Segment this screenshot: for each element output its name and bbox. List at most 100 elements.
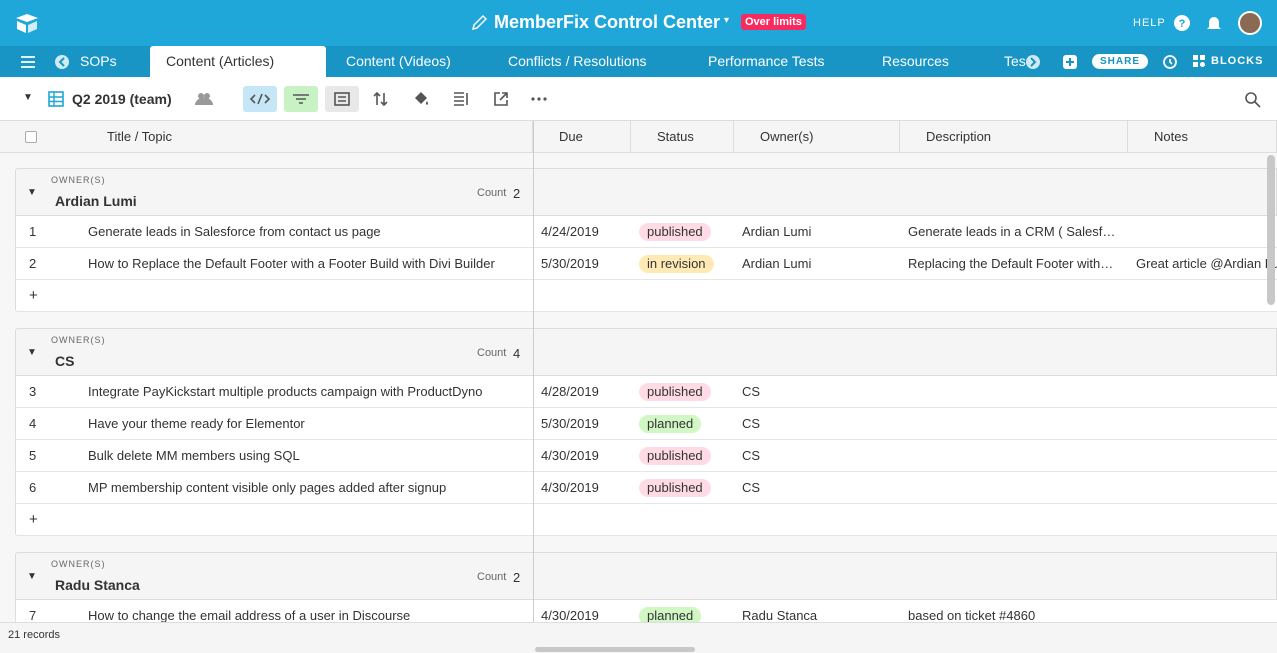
cell: 4/30/2019 — [533, 600, 631, 622]
group-field: OWNER(S) — [51, 559, 106, 569]
cell — [900, 408, 1128, 440]
frozen-divider — [533, 121, 534, 653]
cell: 5/30/2019 — [533, 248, 631, 280]
cell: MP membership content visible only pages… — [80, 472, 533, 504]
blocks[interactable]: BLOCKS — [1211, 55, 1264, 67]
cell — [1128, 472, 1277, 504]
svg-text:?: ? — [1179, 18, 1186, 30]
row-number: 6 — [15, 472, 80, 504]
cell: Have your theme ready for Elementor — [80, 408, 533, 440]
cell: in revision — [631, 248, 734, 280]
record-count: 21 records — [8, 629, 60, 641]
cell — [1128, 440, 1277, 472]
add-row[interactable]: + — [15, 504, 1277, 536]
group-field: OWNER(S) — [51, 335, 106, 345]
color[interactable] — [412, 90, 430, 108]
column-header[interactable]: Due — [533, 121, 631, 153]
group-count: 2 — [513, 570, 521, 585]
column-header[interactable]: Status — [631, 121, 734, 153]
group[interactable] — [325, 86, 359, 112]
cell: Generate leads in Salesforce from contac… — [80, 216, 533, 248]
cell: How to change the email address of a use… — [80, 600, 533, 622]
logo — [16, 14, 38, 33]
notifications[interactable] — [1205, 14, 1223, 32]
over-limits-badge[interactable]: Over limits — [741, 14, 806, 30]
table-tab[interactable]: Tes — [1004, 53, 1026, 69]
column-headers: Title / Topic Due Status Owner(s) Descriptio… — [0, 121, 1277, 153]
help-icon[interactable]: ? — [1173, 14, 1191, 32]
cell: based on ticket #4860 — [900, 600, 1128, 622]
cell — [900, 440, 1128, 472]
status-pill: published — [639, 479, 711, 497]
column-header[interactable]: Owner(s) — [734, 121, 900, 153]
help[interactable]: HELP — [1133, 17, 1166, 29]
cell: 4/30/2019 — [533, 440, 631, 472]
cell: 4/30/2019 — [533, 472, 631, 504]
table-tab[interactable]: Performance Tests — [708, 53, 825, 69]
search[interactable] — [1244, 91, 1262, 109]
hide-fields[interactable] — [243, 86, 277, 112]
status-pill: published — [639, 383, 711, 401]
scroll-right[interactable] — [1025, 54, 1041, 70]
table-tab[interactable]: SOPs — [80, 53, 117, 69]
filter[interactable] — [284, 86, 318, 112]
cell: planned — [631, 600, 734, 622]
view-name[interactable]: Q2 2019 (team) — [72, 91, 172, 107]
base-title[interactable]: MemberFix Control Center — [494, 12, 721, 32]
collapse-toggle: ▼ — [27, 571, 37, 582]
sort[interactable] — [372, 90, 390, 108]
cell: 5/30/2019 — [533, 408, 631, 440]
grid: OWNER(S) Ardian Lumi Count 2 ▼ 1 Generate lead… — [0, 153, 1277, 622]
column-title: Notes — [1154, 129, 1188, 144]
v-scrollbar[interactable] — [1267, 155, 1275, 305]
column-header[interactable]: Description — [900, 121, 1128, 153]
group-field: OWNER(S) — [51, 175, 106, 185]
add-table[interactable] — [1062, 54, 1078, 70]
footer-bar: 21 records — [0, 622, 1277, 653]
select-all[interactable] — [25, 131, 37, 143]
column-header[interactable]: Notes — [1128, 121, 1277, 153]
add-row[interactable]: + — [15, 280, 1277, 312]
status-pill: planned — [639, 415, 702, 433]
cell: Bulk delete MM members using SQL — [80, 440, 533, 472]
history[interactable] — [1162, 54, 1178, 70]
column-title: Status — [657, 129, 694, 144]
collapse-toggle: ▼ — [27, 187, 37, 198]
collab-icon[interactable] — [195, 92, 213, 106]
row-number: 5 — [15, 440, 80, 472]
avatar[interactable] — [1238, 11, 1262, 35]
row-number: 1 — [15, 216, 80, 248]
cell: published — [631, 216, 734, 248]
edit-icon[interactable] — [470, 14, 488, 32]
row-number: 7 — [15, 600, 80, 622]
row-number: 2 — [15, 248, 80, 280]
column-title: Due — [559, 129, 583, 144]
cell: 4/28/2019 — [533, 376, 631, 408]
cell: 4/24/2019 — [533, 216, 631, 248]
group-count-label: Count — [477, 571, 507, 583]
blocks-icon[interactable] — [1192, 54, 1206, 68]
table-tab[interactable]: Content (Videos) — [346, 53, 451, 69]
group-count: 4 — [513, 346, 521, 361]
status-pill: published — [639, 447, 711, 465]
scroll-left[interactable] — [54, 54, 70, 70]
cell: Generate leads in a CRM ( Salesf… — [900, 216, 1128, 248]
h-scrollbar[interactable] — [535, 647, 695, 652]
share-button[interactable]: SHARE — [1092, 54, 1149, 69]
row-number: 3 — [15, 376, 80, 408]
cell: CS — [734, 376, 900, 408]
status-pill: in revision — [639, 255, 714, 273]
cell — [900, 376, 1128, 408]
group-count-label: Count — [477, 187, 507, 199]
table-tab[interactable]: Conflicts / Resolutions — [508, 53, 647, 69]
row-height[interactable] — [452, 90, 470, 108]
cell: Replacing the Default Footer with… — [900, 248, 1128, 280]
menu[interactable] — [20, 55, 36, 69]
cell: published — [631, 472, 734, 504]
cell — [1128, 600, 1277, 622]
column-header[interactable]: Title / Topic — [80, 121, 533, 153]
more[interactable] — [530, 90, 548, 108]
table-tab[interactable]: Resources — [882, 53, 949, 69]
share-view[interactable] — [492, 90, 510, 108]
table-tab[interactable]: Content (Articles) — [150, 46, 326, 77]
